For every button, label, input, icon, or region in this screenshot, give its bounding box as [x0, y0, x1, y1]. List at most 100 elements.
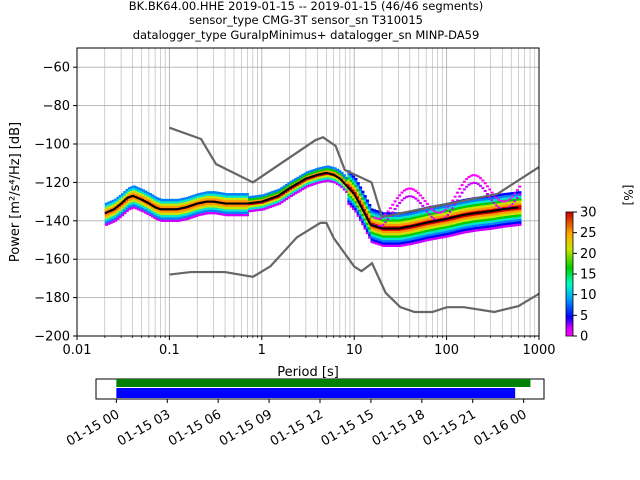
density-cell: [481, 207, 485, 211]
density-cell: [257, 208, 261, 212]
density-cell: [127, 207, 132, 211]
density-cell: [495, 210, 499, 213]
density-cell: [215, 198, 219, 201]
density-cell: [296, 183, 300, 187]
density-cell: [388, 216, 393, 220]
density-cell: [398, 235, 402, 238]
density-cell: [146, 210, 150, 213]
density-cell: [513, 200, 517, 203]
density-cell: [469, 174, 473, 177]
density-cell: [465, 207, 469, 211]
density-cell: [190, 216, 194, 219]
density-cell: [377, 219, 381, 223]
density-cell: [305, 185, 309, 188]
density-cell: [199, 194, 203, 198]
density-cell: [363, 218, 367, 221]
density-cell: [282, 185, 286, 188]
density-cell: [118, 206, 122, 209]
density-cell: [400, 241, 404, 245]
density-cell: [261, 208, 266, 211]
density-cell: [414, 189, 418, 192]
density-cell: [264, 200, 268, 203]
density-cell: [250, 207, 254, 210]
density-cell: [414, 216, 418, 219]
density-cell: [492, 206, 497, 209]
density-cell: [382, 237, 386, 241]
density-cell: [377, 210, 381, 214]
density-cell: [460, 227, 464, 230]
density-cell: [483, 225, 487, 229]
density-cell: [460, 231, 464, 235]
density-cell: [109, 212, 113, 215]
density-cell: [465, 210, 469, 213]
density-cell: [393, 200, 397, 203]
density-cell: [125, 198, 129, 201]
density-cell: [204, 212, 208, 215]
density-cell: [391, 223, 395, 227]
density-cell: [153, 198, 157, 201]
density-cell: [409, 231, 413, 234]
density-cell: [492, 196, 497, 200]
density-cell: [370, 217, 374, 221]
density-cell: [365, 208, 370, 212]
density-cell: [453, 226, 457, 229]
density-cell: [511, 210, 515, 213]
density-cell: [446, 228, 450, 231]
density-cell: [241, 213, 245, 217]
density-cell: [224, 213, 229, 217]
density-cell: [204, 191, 208, 195]
density-cell: [137, 201, 141, 204]
density-cell: [391, 216, 395, 220]
density-cell: [157, 204, 162, 208]
density-cell: [229, 213, 233, 217]
density-cell: [190, 209, 194, 212]
density-cell: [361, 213, 365, 217]
density-cell: [333, 167, 337, 170]
density-cell: [458, 227, 462, 231]
density-cell: [398, 214, 402, 218]
density-cell: [384, 239, 388, 243]
density-cell: [518, 218, 522, 222]
density-cell: [504, 211, 508, 214]
density-cell: [361, 211, 365, 214]
density-cell: [340, 171, 344, 175]
density-cell: [160, 219, 164, 222]
density-cell: [280, 200, 284, 204]
density-cell: [190, 195, 194, 198]
density-cell: [402, 234, 407, 237]
density-cell: [453, 212, 457, 215]
density-cell: [428, 231, 432, 234]
density-cell: [481, 226, 485, 229]
density-cell: [469, 202, 473, 205]
density-cell: [333, 181, 337, 184]
density-cell: [358, 197, 363, 201]
density-cell: [476, 228, 480, 232]
density-cell: [361, 190, 365, 194]
density-cell: [144, 192, 148, 196]
density-cell: [446, 221, 450, 224]
density-cell: [183, 213, 187, 216]
density-cell: [167, 219, 171, 222]
density-cell: [231, 200, 236, 203]
density-cell: [432, 235, 437, 238]
density-cell: [151, 201, 155, 204]
density-cell: [319, 180, 323, 184]
density-cell: [171, 198, 176, 202]
density-cell: [400, 218, 404, 222]
density-cell: [446, 232, 450, 236]
density-cell: [368, 203, 372, 207]
density-cell: [504, 202, 508, 205]
density-cell: [412, 230, 416, 233]
density-cell: [428, 236, 432, 239]
density-cell: [234, 204, 238, 208]
density-cell: [398, 242, 402, 245]
density-cell: [386, 233, 390, 236]
density-cell: [116, 201, 120, 204]
density-cell: [155, 215, 159, 218]
density-cell: [377, 222, 381, 225]
density-cell: [354, 187, 358, 190]
density-cell: [167, 203, 171, 206]
density-cell: [449, 213, 453, 217]
density-cell: [111, 202, 115, 205]
density-cell: [458, 204, 462, 207]
